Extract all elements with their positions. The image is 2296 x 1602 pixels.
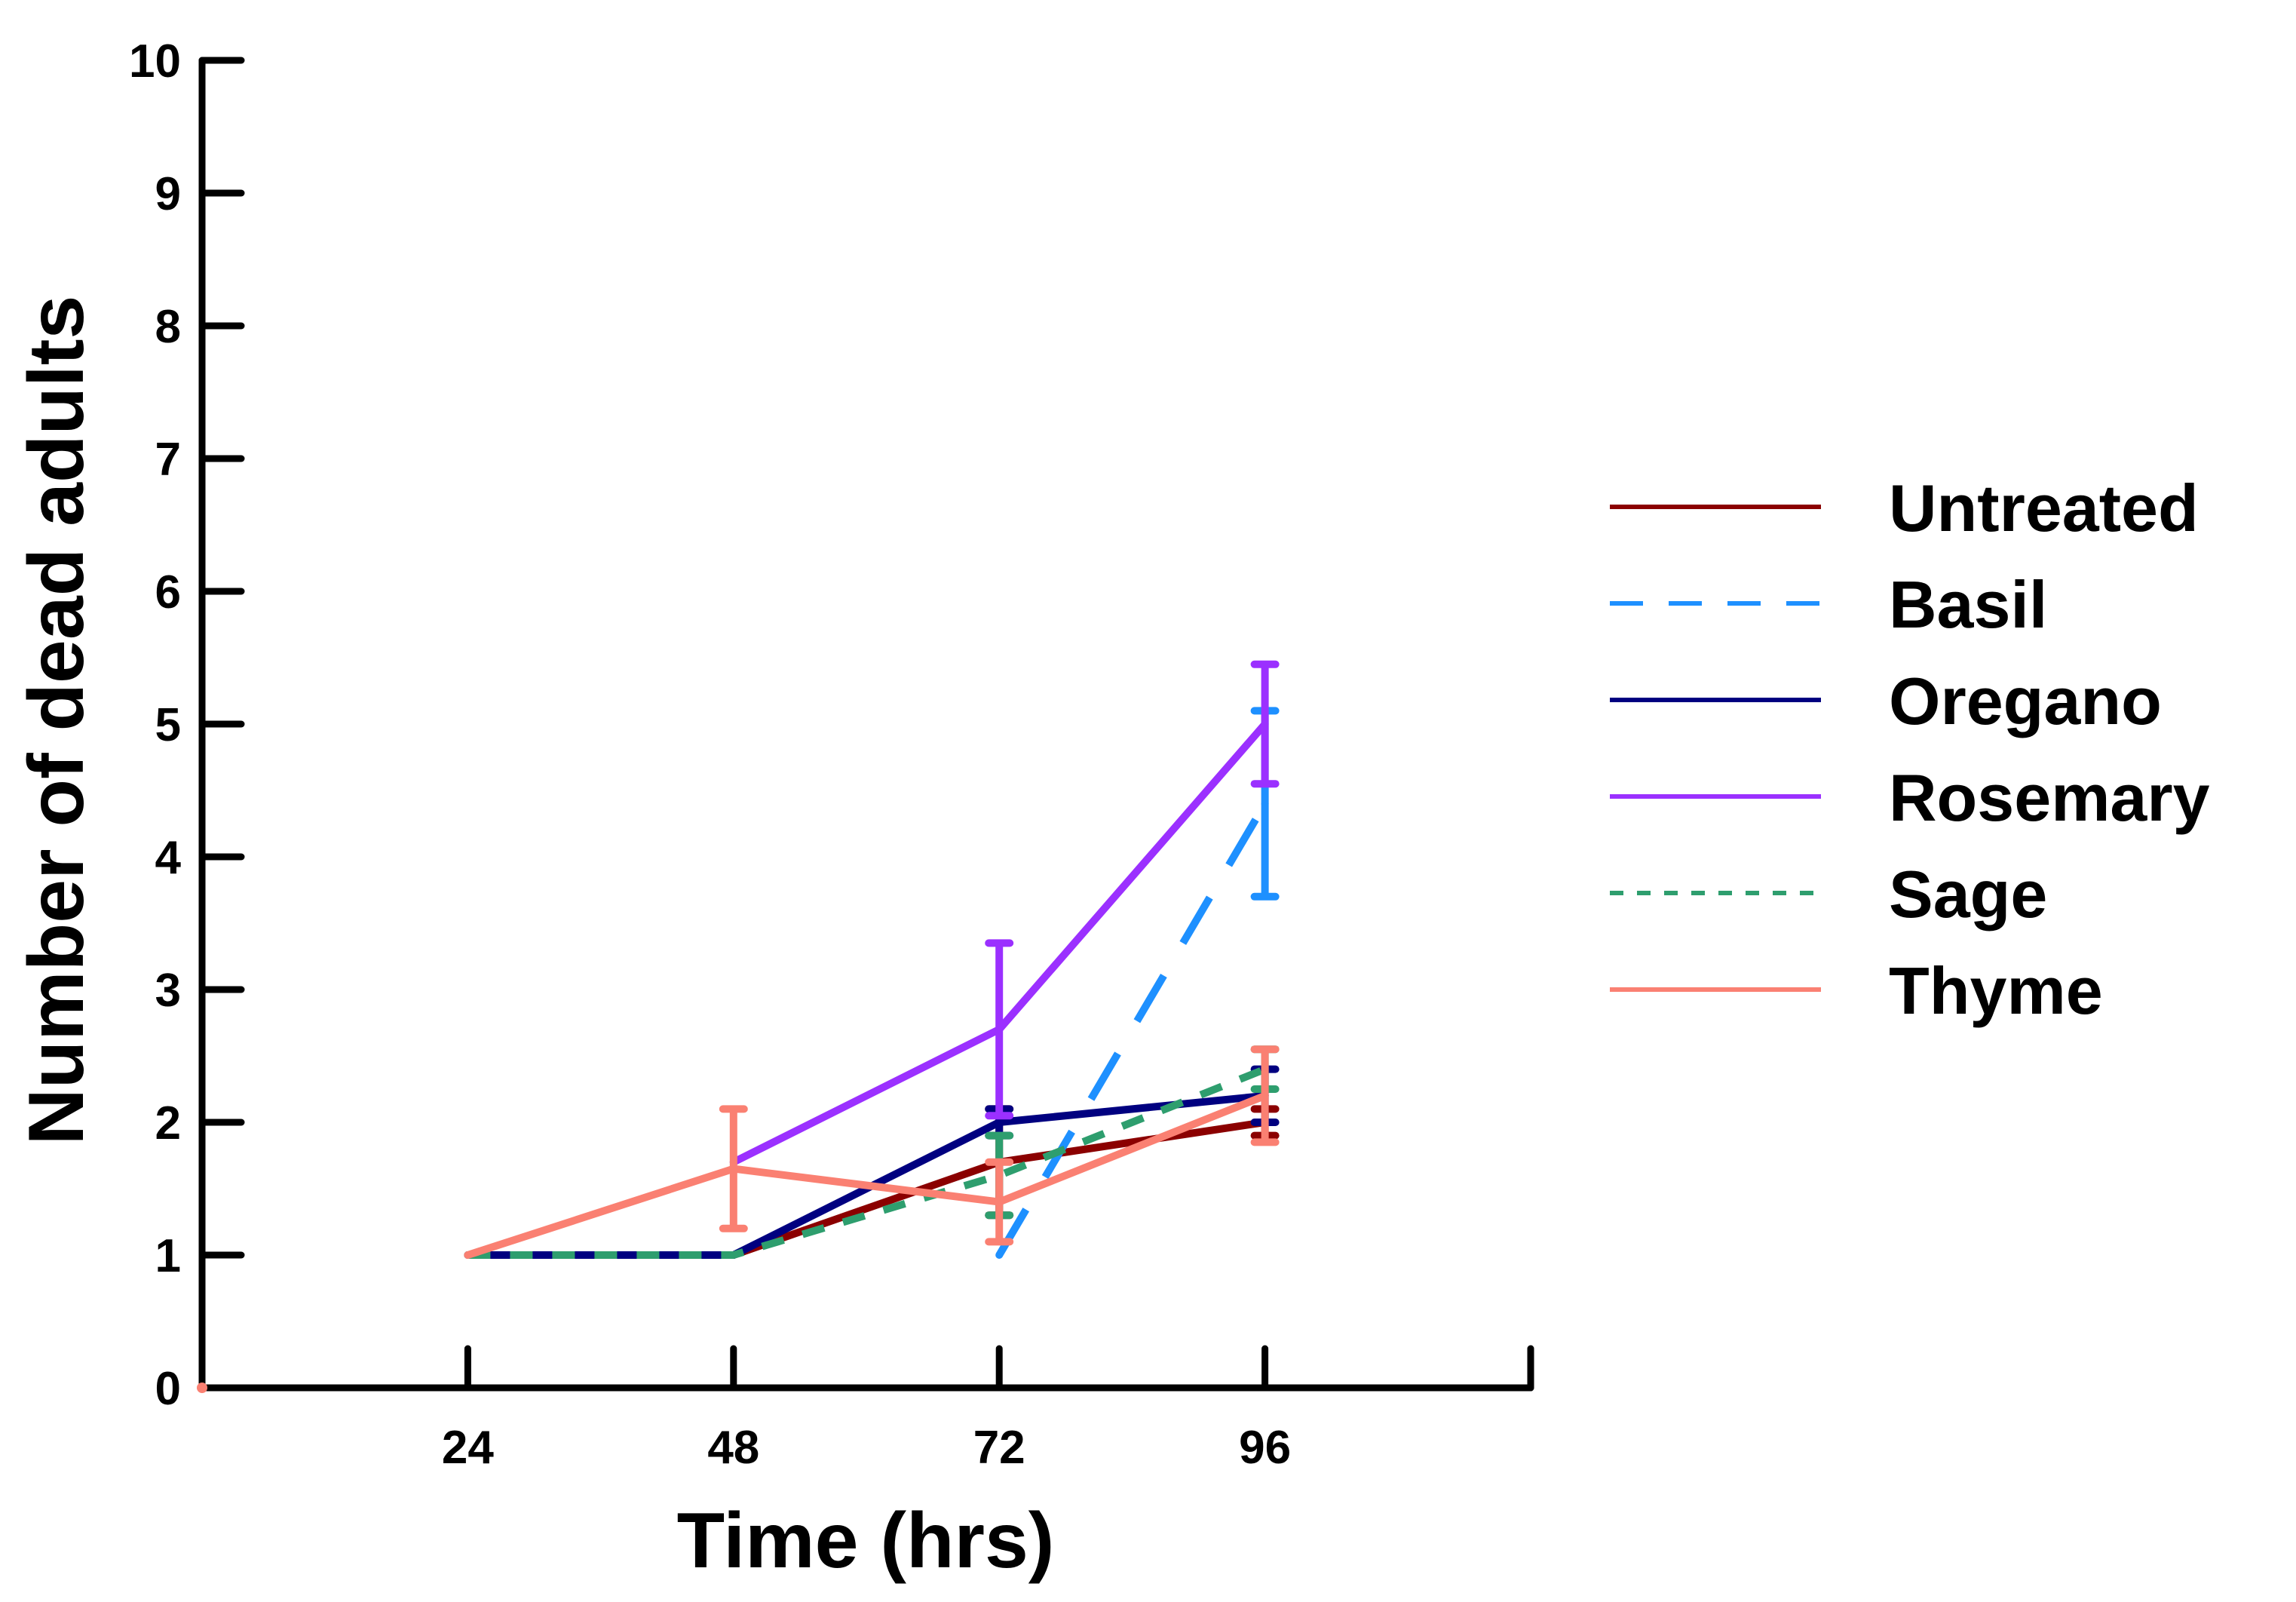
- data-point: [464, 1251, 472, 1259]
- data-point: [995, 1198, 1004, 1206]
- series-line: [464, 1091, 1269, 1259]
- series-line: [464, 1091, 1269, 1259]
- legend-label-untreated: Untreated: [1889, 471, 2199, 545]
- x-axis-title: Time (hrs): [677, 1497, 1055, 1585]
- series-thyme: [464, 1045, 1280, 1259]
- y-tick-label: 5: [155, 699, 181, 751]
- x-tick-label: 24: [442, 1422, 494, 1474]
- data-point: [1261, 720, 1269, 728]
- x-tick-label: 72: [973, 1422, 1025, 1474]
- series-rosemary: [729, 660, 1280, 1166]
- data-point: [1261, 1091, 1269, 1100]
- data-point: [995, 1119, 1004, 1126]
- y-tick-label: 1: [155, 1230, 181, 1282]
- data-point: [1261, 799, 1269, 808]
- data-point: [995, 1025, 1004, 1033]
- y-tick-label: 4: [155, 832, 182, 884]
- y-tick-label: 0: [155, 1363, 181, 1415]
- y-axis-title: Number of dead adults: [13, 296, 100, 1146]
- y-tick-label: 7: [155, 434, 181, 486]
- axes: 0 1 2 3 4 5 6 7 8 9 10 24 48 72 96: [129, 35, 1534, 1474]
- legend-label-sage: Sage: [1889, 857, 2047, 931]
- y-tick-label: 6: [155, 566, 181, 618]
- legend-label-thyme: Thyme: [1889, 953, 2103, 1028]
- legend-label-basil: Basil: [1889, 567, 2047, 642]
- y-tick-label: 2: [155, 1097, 181, 1149]
- legend-label-rosemary: Rosemary: [1889, 760, 2210, 835]
- data-point: [729, 1165, 737, 1173]
- origin-marker: [197, 1383, 207, 1393]
- x-tick-label: 48: [707, 1422, 759, 1474]
- legend-label-oregano: Oregano: [1889, 664, 2162, 738]
- x-tick-label: 96: [1239, 1422, 1291, 1474]
- y-tick-label: 8: [155, 301, 181, 353]
- y-tick-label: 9: [155, 168, 181, 220]
- series-sage: [464, 1045, 1280, 1259]
- series-line: [467, 1065, 1267, 1259]
- y-tick-label: 10: [129, 35, 181, 87]
- legend: Untreated Basil Oregano Rosemary Sage Thyme: [1610, 471, 2210, 1028]
- data-point: [729, 1251, 737, 1259]
- data-point: [995, 1251, 1004, 1259]
- y-tick-label: 3: [155, 965, 181, 1017]
- series-layer: [464, 660, 1280, 1259]
